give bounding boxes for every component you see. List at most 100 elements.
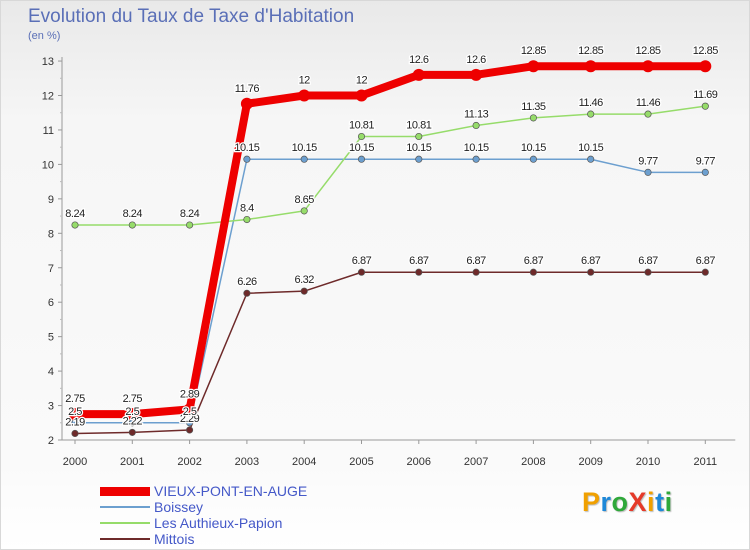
data-label-boissey: 9.77 — [696, 155, 716, 167]
data-label-vieux-pont-en-auge: 12.85 — [693, 45, 718, 57]
y-tick-label: 6 — [48, 297, 54, 309]
y-tick-label: 4 — [48, 366, 54, 378]
x-tick-label: 2003 — [235, 456, 259, 468]
series-line-boissey — [75, 158, 706, 424]
logo-letter: t — [655, 487, 665, 517]
data-label-mittois: 6.87 — [524, 255, 544, 267]
y-tick-label: 8 — [48, 228, 54, 240]
x-tick-label: 2008 — [521, 456, 545, 468]
data-point-vieux-pont-en-auge — [584, 60, 597, 73]
legend-label: VIEUX-PONT-EN-AUGE — [154, 483, 308, 499]
data-label-vieux-pont-en-auge: 12 — [356, 75, 368, 87]
data-label-mittois: 6.87 — [466, 255, 486, 267]
data-label-vieux-pont-en-auge: 12 — [299, 75, 311, 87]
data-label-vieux-pont-en-auge: 12.85 — [521, 45, 546, 57]
data-point-mittois — [472, 268, 480, 276]
legend-swatch-mittois — [100, 538, 150, 540]
data-label-boissey: 2.5 — [125, 406, 139, 418]
data-label-boissey: 10.15 — [349, 142, 374, 154]
data-label-les-authieux-papion: 10.81 — [406, 119, 431, 131]
data-point-les-authieux-papion — [71, 221, 79, 229]
y-tick-label: 3 — [48, 401, 54, 413]
data-label-mittois: 2.22 — [123, 415, 143, 427]
data-label-boissey: 10.15 — [578, 142, 603, 154]
data-point-vieux-pont-en-auge — [699, 60, 712, 73]
data-label-les-authieux-papion: 10.81 — [349, 119, 374, 131]
y-tick-label: 9 — [48, 194, 54, 206]
data-label-les-authieux-papion: 11.35 — [521, 101, 546, 113]
data-point-vieux-pont-en-auge — [183, 403, 196, 416]
data-point-les-authieux-papion — [243, 215, 251, 224]
data-point-boissey — [243, 155, 251, 163]
data-label-vieux-pont-en-auge: 12.85 — [635, 45, 660, 57]
data-label-vieux-pont-en-auge: 2.89 — [180, 388, 200, 400]
data-label-boissey: 10.15 — [234, 142, 259, 154]
x-tick-label: 2011 — [693, 456, 717, 468]
data-label-vieux-pont-en-auge: 12.6 — [466, 54, 486, 66]
data-point-les-authieux-papion — [415, 132, 423, 141]
logo-letter: r — [600, 487, 612, 517]
x-tick-label: 2000 — [63, 456, 87, 468]
data-point-les-authieux-papion — [300, 207, 308, 215]
data-point-mittois — [300, 287, 308, 295]
data-label-mittois: 6.87 — [696, 255, 716, 267]
x-tick-label: 2010 — [636, 456, 660, 468]
logo-letter: i — [647, 487, 656, 517]
data-point-les-authieux-papion — [186, 221, 194, 229]
chart-title: Evolution du Taux de Taxe d'Habitation — [28, 6, 355, 27]
legend-label: Boissey — [154, 499, 204, 515]
data-label-boissey: 10.15 — [521, 142, 546, 154]
data-label-boissey: 9.77 — [638, 155, 658, 167]
data-label-les-authieux-papion: 8.24 — [180, 208, 200, 220]
data-point-vieux-pont-en-auge — [69, 408, 81, 421]
data-label-mittois: 6.26 — [237, 276, 257, 288]
data-label-boissey: 10.15 — [406, 142, 431, 154]
legend-label: Mittois — [154, 531, 195, 547]
data-label-vieux-pont-en-auge: 2.75 — [123, 393, 143, 405]
data-label-boissey: 2.5 — [183, 406, 197, 418]
data-point-les-authieux-papion — [128, 221, 136, 229]
data-point-mittois — [186, 426, 194, 434]
data-label-vieux-pont-en-auge: 12.6 — [409, 54, 429, 66]
data-point-boissey — [186, 419, 194, 427]
series-line-vieux-pont-en-auge — [75, 62, 706, 419]
data-label-les-authieux-papion: 11.13 — [464, 108, 489, 120]
chart-subtitle: (en %) — [28, 30, 61, 42]
x-tick-label: 2002 — [177, 456, 201, 468]
x-tick-label: 2006 — [407, 456, 431, 468]
logo-letter: X — [628, 487, 648, 517]
data-point-vieux-pont-en-auge — [298, 89, 311, 102]
legend-swatch-les-authieux-papion — [100, 522, 150, 524]
data-label-les-authieux-papion: 11.46 — [636, 97, 661, 109]
data-label-les-authieux-papion: 8.24 — [65, 208, 85, 220]
data-label-mittois: 2.19 — [65, 416, 85, 428]
data-label-mittois: 2.29 — [180, 413, 200, 425]
data-label-les-authieux-papion: 8.24 — [123, 208, 143, 220]
data-label-vieux-pont-en-auge: 11.76 — [235, 83, 260, 95]
y-tick-label: 5 — [48, 332, 54, 344]
data-point-boissey — [644, 168, 652, 176]
data-label-boissey: 2.5 — [68, 406, 82, 418]
data-point-boissey — [300, 155, 308, 163]
data-label-les-authieux-papion: 8.4 — [240, 203, 254, 215]
legend-swatch-boissey — [100, 506, 150, 508]
proxiti-logo: ProXiti — [582, 487, 673, 518]
data-point-boissey — [587, 155, 595, 163]
data-point-mittois — [415, 268, 423, 276]
data-point-vieux-pont-en-auge — [240, 97, 253, 110]
y-tick-label: 12 — [42, 91, 54, 103]
y-tick-label: 7 — [48, 263, 54, 275]
data-point-mittois — [71, 429, 79, 438]
legend-label: Les Authieux-Papion — [154, 515, 283, 531]
logo-letter: i — [664, 487, 673, 517]
data-label-mittois: 6.32 — [294, 274, 314, 286]
y-tick-label: 2 — [48, 435, 54, 447]
data-point-les-authieux-papion — [357, 132, 366, 141]
data-label-mittois: 6.87 — [638, 255, 658, 267]
data-point-mittois — [128, 428, 136, 436]
y-tick-label: 13 — [42, 56, 54, 68]
data-label-boissey: 10.15 — [464, 142, 489, 154]
x-tick-label: 2004 — [292, 456, 316, 468]
y-tick-label: 11 — [43, 125, 54, 137]
